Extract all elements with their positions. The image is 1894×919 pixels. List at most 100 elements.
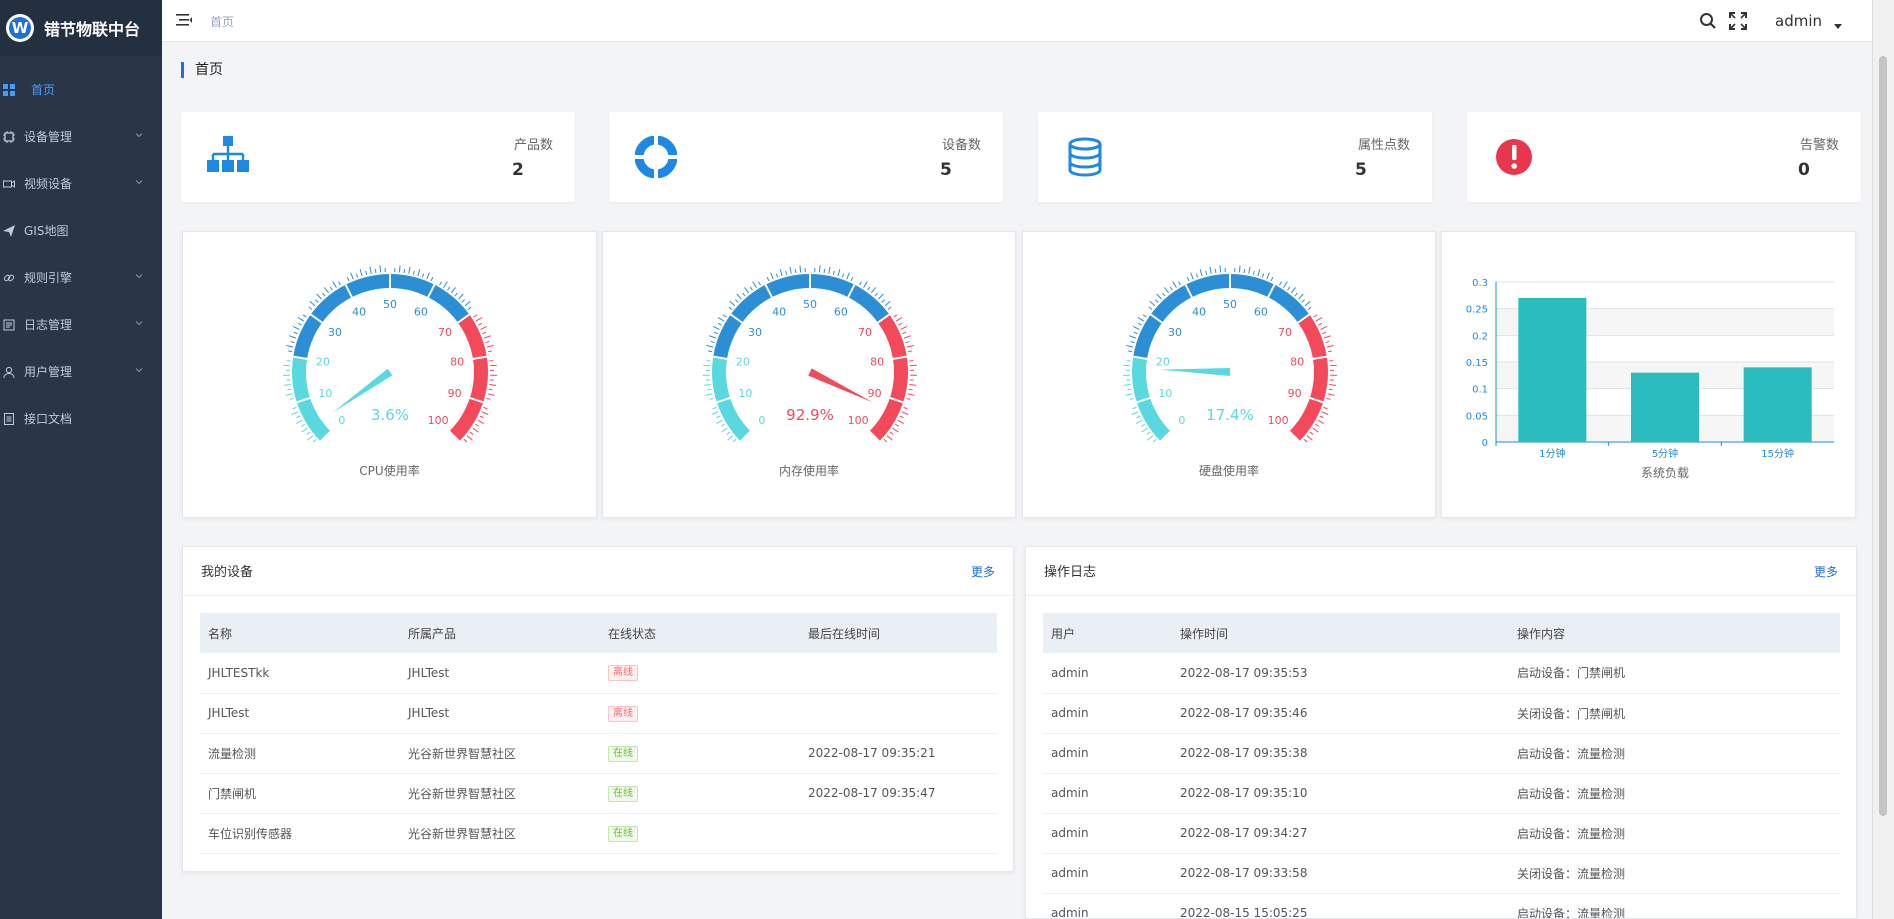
gauge-minor-tick xyxy=(716,415,721,419)
gauge-minor-tick xyxy=(1248,266,1251,274)
gauge-band-1 xyxy=(293,274,470,359)
scrollbar-thumb[interactable] xyxy=(1879,56,1887,816)
column-header[interactable]: 操作时间 xyxy=(1172,613,1509,653)
gauge-minor-tick xyxy=(907,393,915,396)
gauge-minor-tick xyxy=(473,314,478,318)
cell-last: 2022-08-17 09:35:21 xyxy=(800,733,997,774)
logo-icon: W xyxy=(6,14,34,42)
column-header[interactable]: 名称 xyxy=(200,613,400,653)
gauge-minor-tick xyxy=(721,427,728,433)
gauge-major-tick xyxy=(344,284,353,298)
column-header[interactable]: 用户 xyxy=(1043,613,1172,653)
table-row[interactable]: admin 2022-08-17 09:35:53 启动设备：门禁闸机 xyxy=(1043,653,1840,694)
gauge-minor-tick xyxy=(1328,388,1333,391)
gauge-major-tick xyxy=(310,313,323,324)
gauge-minor-tick xyxy=(466,435,473,441)
column-header[interactable]: 所属产品 xyxy=(400,613,600,653)
table-row[interactable]: 门禁闸机 光谷新世界智慧社区 在线 2022-08-17 09:35:47 xyxy=(200,773,997,814)
gauge-minor-tick xyxy=(887,306,892,310)
sidebar-item-3[interactable]: GIS地图 xyxy=(0,207,162,254)
sidebar-item-1[interactable]: 设备管理 xyxy=(0,113,162,160)
status-badge: 在线 xyxy=(608,745,638,762)
table-row[interactable]: admin 2022-08-17 09:35:46 关闭设备：门禁闸机 xyxy=(1043,693,1840,734)
gauge-minor-tick xyxy=(301,427,308,433)
table-row[interactable]: admin 2022-08-17 09:35:10 启动设备：流量检测 xyxy=(1043,773,1840,814)
gauge-minor-tick xyxy=(430,277,434,282)
cell-name: JHLTest xyxy=(200,693,400,734)
sidebar-item-label: 接口文档 xyxy=(24,412,73,426)
gauge-minor-tick xyxy=(732,438,737,443)
status-badge: 在线 xyxy=(608,785,638,802)
table-row[interactable]: admin 2022-08-17 09:33:58 关闭设备：流量检测 xyxy=(1043,853,1840,894)
breadcrumb[interactable]: 首页 xyxy=(210,15,235,29)
gauge-minor-tick xyxy=(874,292,878,297)
gauge-minor-tick xyxy=(1199,269,1203,277)
hamburger-icon[interactable] xyxy=(176,13,192,27)
cell-name: 流量检测 xyxy=(200,733,400,774)
gauge-minor-tick xyxy=(398,265,401,273)
gauge-minor-tick xyxy=(1261,273,1265,278)
bar-2[interactable] xyxy=(1743,367,1812,442)
gauge-minor-tick xyxy=(1283,281,1288,288)
cell-time: 2022-08-17 09:35:46 xyxy=(1172,693,1509,734)
gauge-major-tick xyxy=(1312,355,1327,360)
sidebar-item-0[interactable]: 首页 xyxy=(0,66,162,113)
sidebar-item-6[interactable]: 用户管理 xyxy=(0,348,162,395)
gauge-tick-label: 80 xyxy=(1290,355,1304,368)
search-icon[interactable] xyxy=(1699,12,1717,30)
table-row[interactable]: admin 2022-08-17 09:35:38 启动设备：流量检测 xyxy=(1043,733,1840,774)
gauge-minor-tick xyxy=(1270,277,1274,282)
page-scrollbar[interactable] xyxy=(1872,0,1894,919)
gauge-major-tick xyxy=(1150,313,1163,324)
bar-0[interactable] xyxy=(1518,298,1587,442)
gauge-minor-tick xyxy=(316,293,322,300)
gauge-minor-tick xyxy=(472,427,479,433)
table-row[interactable]: JHLTest JHLTest 离线 xyxy=(200,693,997,734)
y-tick-label: 0.3 xyxy=(1472,278,1488,289)
status-badge: 在线 xyxy=(608,825,638,842)
gauge-major-tick xyxy=(469,397,484,404)
gauge-minor-tick xyxy=(789,266,792,274)
gauge-minor-tick xyxy=(302,314,307,318)
gauge-needle xyxy=(332,368,393,413)
fullscreen-icon[interactable] xyxy=(1729,12,1747,30)
caret-down-icon[interactable] xyxy=(1834,22,1842,30)
gauge-minor-tick xyxy=(1219,265,1222,273)
bar-1[interactable] xyxy=(1631,372,1699,442)
cell-user: admin xyxy=(1043,893,1172,918)
gauge-minor-tick xyxy=(1315,423,1319,427)
column-header[interactable]: 最后在线时间 xyxy=(800,613,997,653)
logs-more-link[interactable]: 更多 xyxy=(1813,565,1838,579)
gauge-minor-tick xyxy=(1322,331,1327,335)
sidebar-item-4[interactable]: 规则引擎 xyxy=(0,254,162,301)
cell-content: 启动设备：流量检测 xyxy=(1509,733,1840,774)
sidebar-item-7[interactable]: 接口文档 xyxy=(0,395,162,442)
cell-last: 2022-08-17 09:35:47 xyxy=(800,773,997,814)
column-header[interactable]: 操作内容 xyxy=(1509,613,1840,653)
cell-user: admin xyxy=(1043,733,1172,774)
cell-time: 2022-08-15 15:05:25 xyxy=(1172,893,1509,918)
gauge-minor-tick xyxy=(726,431,731,435)
gauge-minor-tick xyxy=(708,350,713,353)
gauge-tick-label: 60 xyxy=(1254,305,1268,318)
gauge-minor-tick xyxy=(744,287,750,294)
sidebar-item-5[interactable]: 日志管理 xyxy=(0,301,162,348)
table-row[interactable]: admin 2022-08-15 15:05:25 启动设备：流量检测 xyxy=(1043,893,1840,918)
column-header[interactable]: 在线状态 xyxy=(600,613,800,653)
table-row[interactable]: 车位识别传感器 光谷新世界智慧社区 在线 xyxy=(200,813,997,854)
sidebar-item-2[interactable]: 视频设备 xyxy=(0,160,162,207)
table-row[interactable]: admin 2022-08-17 09:34:27 启动设备：流量检测 xyxy=(1043,813,1840,854)
gauge-minor-tick xyxy=(306,431,311,435)
gauge-major-tick xyxy=(293,355,308,360)
gauge-minor-tick xyxy=(1125,393,1133,396)
user-name[interactable]: admin xyxy=(1775,12,1822,30)
gauge-minor-tick xyxy=(886,435,893,441)
table-row[interactable]: JHLTESTkk JHLTest 离线 xyxy=(200,653,997,694)
gauge-minor-tick xyxy=(1141,427,1148,433)
gauge-tick-label: 90 xyxy=(448,387,462,400)
status-badge: 离线 xyxy=(608,665,638,682)
devices-more-link[interactable]: 更多 xyxy=(970,565,995,579)
gauge-major-tick xyxy=(764,284,773,298)
cell-user: admin xyxy=(1043,653,1172,694)
table-row[interactable]: 流量检测 光谷新世界智慧社区 在线 2022-08-17 09:35:21 xyxy=(200,733,997,774)
